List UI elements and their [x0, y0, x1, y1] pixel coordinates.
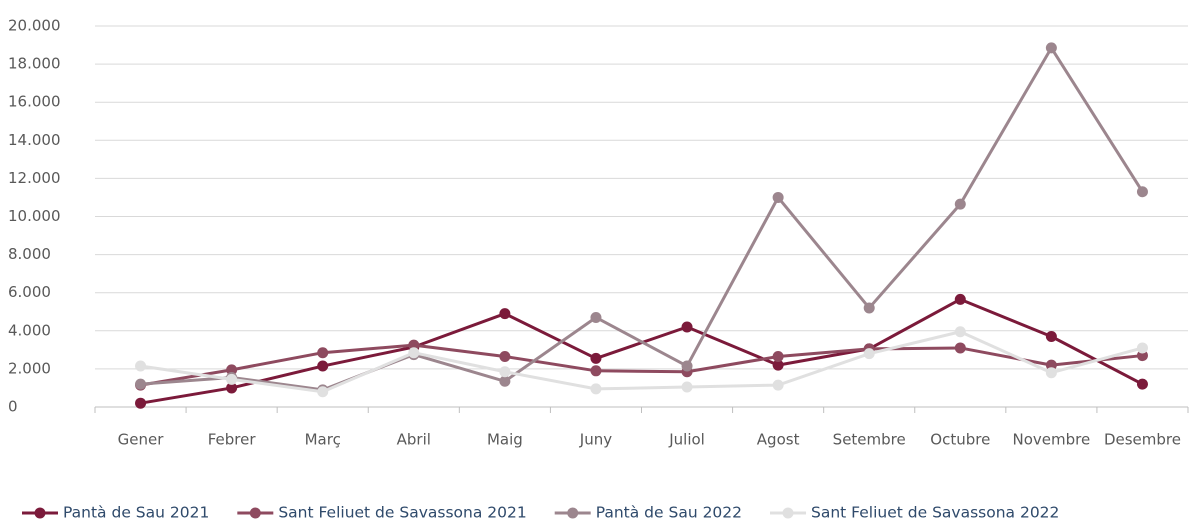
data-point	[499, 375, 511, 387]
series-line	[140, 46, 1144, 392]
legend-marker	[567, 507, 579, 519]
legend-marker	[34, 507, 46, 519]
x-tick-label: Octubre	[930, 431, 990, 449]
data-point	[317, 360, 329, 372]
data-point	[1045, 359, 1057, 371]
y-tick-label: 18.000	[8, 55, 61, 73]
data-point	[590, 365, 602, 377]
data-point	[135, 360, 147, 372]
data-point	[408, 339, 420, 351]
x-tick-label: Gener	[118, 431, 165, 449]
data-point	[226, 364, 238, 376]
data-point	[863, 302, 875, 314]
data-point	[954, 342, 966, 354]
data-point	[499, 366, 511, 378]
series-line	[140, 343, 1143, 387]
data-point	[1136, 342, 1148, 354]
data-point	[681, 360, 693, 372]
x-tick-label: Juny	[579, 431, 612, 449]
y-tick-label: 20.000	[8, 17, 61, 35]
y-tick-label: 0	[8, 398, 18, 416]
data-point	[1045, 42, 1057, 54]
y-tick-label: 10.000	[8, 207, 61, 225]
data-point	[1136, 350, 1148, 362]
data-point	[954, 293, 966, 305]
data-point	[226, 373, 238, 385]
x-tick-label: Juliol	[668, 431, 705, 449]
x-tick-label: Setembre	[833, 431, 906, 449]
data-point	[590, 352, 602, 364]
data-point	[1136, 378, 1148, 390]
x-tick-label: Març	[305, 431, 341, 449]
data-point	[772, 379, 784, 391]
legend-marker	[782, 507, 794, 519]
y-tick-label: 8.000	[8, 245, 51, 263]
x-tick-label: Febrer	[208, 431, 257, 449]
data-point	[499, 351, 511, 363]
data-point	[1045, 331, 1057, 343]
x-tick-label: Agost	[757, 431, 800, 449]
data-point	[590, 383, 602, 395]
data-point	[1045, 367, 1057, 379]
data-point	[954, 198, 966, 210]
data-point	[135, 397, 147, 409]
y-tick-label: 12.000	[8, 169, 61, 187]
legend-label: Pantà de Sau 2021	[63, 504, 209, 520]
legend-label: Pantà de Sau 2022	[596, 504, 742, 520]
series-line	[140, 330, 1143, 394]
y-tick-label: 6.000	[8, 283, 51, 301]
data-point	[772, 191, 784, 203]
data-point	[408, 347, 420, 359]
y-tick-label: 14.000	[8, 131, 61, 149]
data-point	[772, 351, 784, 363]
legend: Pantà de Sau 2021 Sant Feliuet de Savasso…	[22, 504, 1059, 520]
legend-label: Sant Feliuet de Savassona 2022	[811, 504, 1059, 520]
data-point	[954, 326, 966, 338]
data-point	[681, 321, 693, 333]
data-point	[590, 311, 602, 323]
legend-label: Sant Feliuet de Savassona 2021	[278, 504, 526, 520]
y-tick-label: 2.000	[8, 359, 51, 377]
x-tick-label: Maig	[487, 431, 523, 449]
data-point	[1136, 186, 1148, 198]
data-point	[226, 382, 238, 394]
data-point	[317, 347, 329, 359]
legend-marker	[249, 507, 261, 519]
x-tick-label: Desembre	[1104, 431, 1181, 449]
data-point	[499, 308, 511, 320]
data-point	[681, 381, 693, 393]
x-tick-label: Abril	[397, 431, 431, 449]
x-tick-label: Novembre	[1013, 431, 1091, 449]
data-point	[317, 386, 329, 398]
data-point	[772, 359, 784, 371]
y-tick-label: 16.000	[8, 93, 61, 111]
data-point	[863, 348, 875, 360]
data-point	[135, 378, 147, 390]
y-tick-label: 4.000	[8, 321, 51, 339]
